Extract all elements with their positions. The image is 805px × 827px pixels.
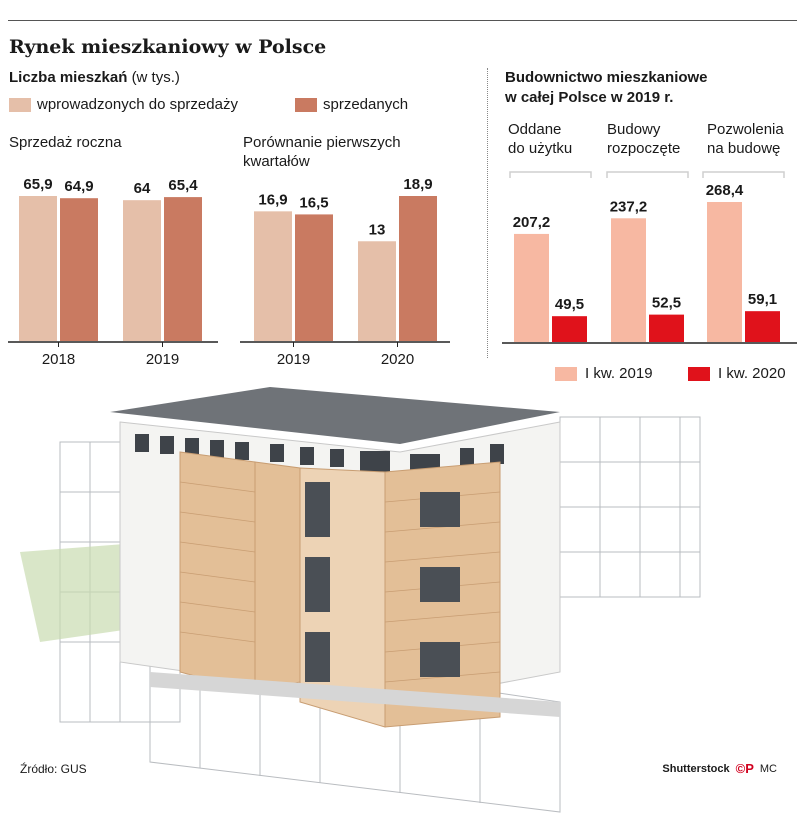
- legend-swatch-offered: [9, 97, 31, 112]
- panel-separator: [487, 68, 488, 358]
- right-title-line1: Budownictwo mieszkaniowe: [505, 69, 708, 86]
- building-illustration: [20, 387, 701, 813]
- group-bracket-2: [702, 171, 785, 178]
- bar-2-2-0: [707, 202, 742, 342]
- legend-label-q1-2020: I kw. 2020: [718, 365, 786, 382]
- right-panel-title: Budownictwo mieszkaniowe w całej Polsce …: [505, 68, 708, 108]
- data-label-1-0-1: 16,5: [299, 194, 328, 211]
- group-title-permits: Pozwolenia na budowę: [707, 120, 784, 158]
- data-label-0-1-1: 65,4: [168, 177, 198, 194]
- legend-q1-2020: I kw. 2020: [688, 365, 786, 382]
- bar-2-1-0: [611, 218, 646, 342]
- data-label-1-1-1: 18,9: [403, 176, 432, 193]
- group-bracket-0: [509, 171, 592, 178]
- top-rule: [8, 20, 797, 21]
- data-label-2-0-0: 207,2: [513, 214, 551, 231]
- data-label-0-0-1: 64,9: [64, 178, 93, 195]
- legend-label-q1-2019: I kw. 2019: [585, 365, 653, 382]
- bar-0-0-1: [60, 198, 98, 341]
- group-title-started-l1: Budowy: [607, 121, 661, 138]
- legend-label-sold: sprzedanych: [323, 96, 409, 113]
- bar-1-1-1: [399, 196, 437, 341]
- bar-2-0-0: [514, 233, 549, 342]
- balcony-windows: [305, 482, 460, 682]
- legend-sold: sprzedanych: [295, 96, 408, 113]
- category-label-1-1: 2020: [381, 351, 414, 368]
- subtitle-bold: Liczba mieszkań: [9, 69, 128, 86]
- quarter-title-line1: Porównanie pierwszych: [243, 134, 401, 151]
- bar-0-1-1: [164, 197, 202, 341]
- right-title-line2: w całej Polsce w 2019 r.: [505, 89, 674, 106]
- quarter-panel-title: Porównanie pierwszych kwartałów: [243, 133, 401, 171]
- group-title-completed-l2: do użytku: [508, 140, 573, 157]
- charts-svg: 65,9 64,9 2018 64 65,4 2019 16,9 16,5 2019 13 18,9…: [8, 171, 797, 368]
- group-title-permits-l2: na budowę: [707, 140, 781, 157]
- category-label-1-0: 2019: [277, 351, 310, 368]
- data-label-2-0-1: 49,5: [555, 296, 584, 313]
- data-label-0-1-0: 64: [134, 180, 151, 197]
- category-label-0-1: 2019: [146, 351, 179, 368]
- bar-0-1-0: [123, 200, 161, 341]
- category-label-0-0: 2018: [42, 351, 75, 368]
- legend-swatch-q1-2020: [688, 366, 710, 381]
- wood-cladding-left: [179, 451, 256, 693]
- floor-slab: [150, 672, 560, 717]
- data-label-2-2-0: 268,4: [706, 182, 744, 199]
- bar-2-1-1: [649, 314, 684, 342]
- page-title: Rynek mieszkaniowy w Polsce: [9, 36, 327, 58]
- bar-2-2-1: [745, 311, 780, 342]
- bar-1-0-0: [254, 211, 292, 341]
- source-note: Źródło: GUS: [20, 762, 87, 776]
- author-initials: MC: [759, 762, 777, 775]
- group-title-started-l2: rozpoczęte: [607, 140, 681, 157]
- data-label-2-1-1: 52,5: [652, 295, 681, 312]
- bar-1-0-1: [295, 214, 333, 341]
- group-title-started: Budowy rozpoczęte: [607, 120, 680, 158]
- quarter-title-line2: kwartałów: [243, 153, 310, 170]
- group-title-completed: Oddane do użytku: [508, 120, 572, 158]
- legend-q1-2019: I kw. 2019: [555, 365, 653, 382]
- legend-offered: wprowadzonych do sprzedaży: [9, 96, 238, 113]
- legend-label-offered: wprowadzonych do sprzedaży: [37, 96, 238, 113]
- data-label-1-0-0: 16,9: [258, 191, 287, 208]
- wood-cladding-mid: [254, 461, 301, 693]
- subtitle-unit: (w tys.): [131, 69, 180, 86]
- data-label-2-1-0: 237,2: [610, 198, 648, 215]
- data-label-1-1-0: 13: [369, 221, 386, 238]
- data-label-0-0-0: 65,9: [23, 176, 52, 193]
- bar-0-0-0: [19, 196, 57, 341]
- legend-swatch-q1-2019: [555, 366, 577, 381]
- group-bracket-1: [606, 171, 689, 178]
- bar-1-1-0: [358, 241, 396, 341]
- annual-panel-title: Sprzedaż roczna: [9, 134, 122, 151]
- group-title-permits-l1: Pozwolenia: [707, 121, 784, 138]
- group-title-completed-l1: Oddane: [508, 121, 562, 138]
- roof: [110, 387, 560, 444]
- subtitle: Liczba mieszkań (w tys.): [9, 69, 180, 86]
- credits: Shutterstock ©P MC: [662, 761, 777, 776]
- shutterstock-credit: Shutterstock: [662, 762, 730, 775]
- legend-swatch-sold: [295, 97, 317, 112]
- cp-logo: ©P: [735, 761, 754, 776]
- data-label-2-2-1: 59,1: [748, 291, 777, 308]
- bar-2-0-1: [552, 316, 587, 342]
